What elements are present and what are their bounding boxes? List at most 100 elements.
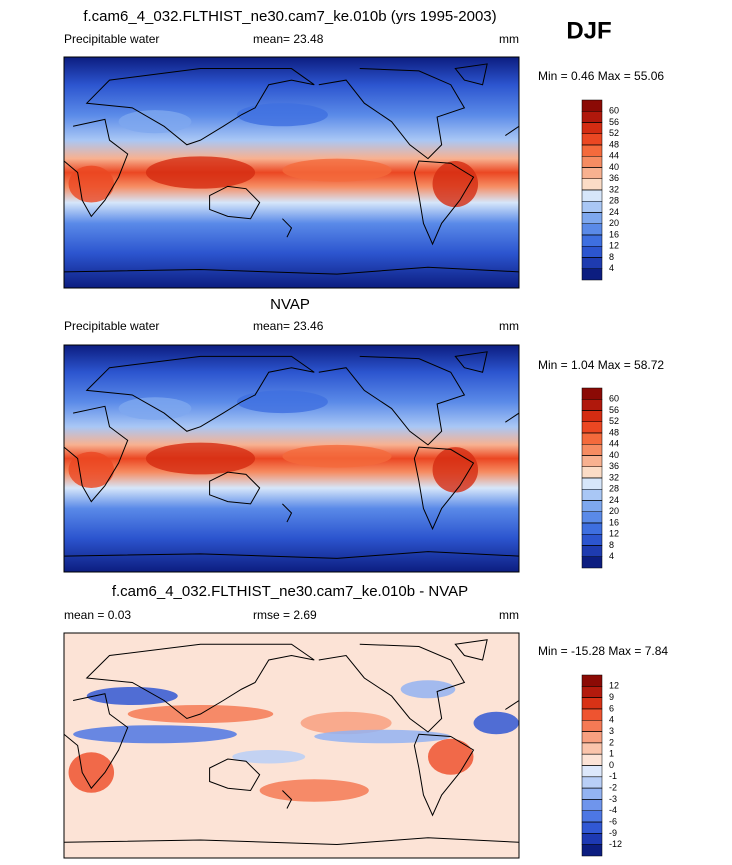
colorbar-label: 6 — [609, 703, 614, 713]
colorbar-box — [581, 765, 603, 778]
coastline — [505, 413, 519, 422]
colorbar-box — [581, 708, 603, 721]
colorbar-label: 8 — [609, 540, 614, 550]
colorbar-box — [581, 399, 603, 411]
colorbar-box — [581, 189, 603, 202]
map — [64, 345, 519, 572]
season-label: DJF — [566, 17, 611, 44]
colorbar-label: 4 — [609, 551, 614, 561]
map-blob — [432, 447, 479, 493]
unit-label: mm — [499, 608, 519, 622]
unit-label: mm — [499, 32, 519, 46]
map — [64, 57, 519, 288]
colorbar-label: 32 — [609, 184, 619, 194]
colorbar-box — [581, 720, 603, 732]
colorbar-box — [581, 522, 603, 535]
map-blob — [68, 165, 115, 203]
colorbar-box — [581, 556, 603, 569]
colorbar-box — [581, 201, 603, 213]
coastline — [319, 356, 465, 445]
colorbar-label: 40 — [609, 450, 619, 460]
colorbar-box — [581, 387, 603, 400]
colorbar-box — [581, 410, 603, 422]
coastline — [64, 267, 519, 274]
coastline — [455, 640, 487, 660]
coastlines — [64, 640, 519, 845]
coastline — [282, 791, 291, 809]
colorbar-label: 3 — [609, 726, 614, 736]
panel-title: f.cam6_4_032.FLTHIST_ne30.cam7_ke.010b (… — [83, 8, 496, 25]
coastlines — [64, 352, 519, 559]
coastline — [64, 694, 128, 789]
left-label: mean = 0.03 — [64, 608, 131, 622]
min-max: Min = -15.28 Max = 7.84 — [538, 644, 668, 658]
map-blob — [145, 156, 256, 189]
colorbar-label: -6 — [609, 816, 617, 826]
colorbar-box — [581, 156, 603, 168]
colorbar-label: 32 — [609, 472, 619, 482]
map-blob — [145, 442, 256, 475]
colorbar-box — [581, 753, 603, 766]
coastline — [210, 759, 260, 791]
panel-title: NVAP — [270, 296, 310, 313]
coastline — [282, 219, 291, 237]
coastline — [210, 186, 260, 218]
colorbar-label: 8 — [609, 252, 614, 262]
map-blob — [86, 687, 178, 705]
colorbar-box — [581, 432, 603, 445]
colorbar-label: 12 — [609, 529, 619, 539]
colorbar-label: 44 — [609, 151, 619, 161]
colorbar-box — [581, 257, 603, 269]
coastline — [87, 356, 315, 431]
colorbar-label: 36 — [609, 173, 619, 183]
colorbar-box — [581, 212, 603, 224]
coastline — [455, 352, 487, 372]
colorbar-box — [581, 776, 603, 789]
coastline — [319, 69, 465, 159]
center-label: mean= 23.46 — [253, 319, 324, 333]
colorbar-label: -12 — [609, 839, 622, 849]
colorbar-box — [581, 421, 603, 434]
map-blob — [259, 779, 369, 802]
map — [64, 633, 519, 858]
map-blob — [118, 397, 192, 420]
colorbar-box — [581, 500, 603, 512]
colorbar-label: 16 — [609, 517, 619, 527]
map-blob — [314, 729, 451, 744]
colorbar-box — [581, 234, 603, 247]
coastline — [87, 644, 315, 718]
colorbar-box — [581, 787, 603, 800]
colorbar-label: 4 — [609, 263, 614, 273]
coastline — [210, 472, 260, 504]
colorbar-label: 20 — [609, 218, 619, 228]
colorbar-label: 24 — [609, 207, 619, 217]
colorbar-box — [581, 489, 603, 501]
colorbar-label: -4 — [609, 805, 617, 815]
colorbar-box — [581, 444, 603, 456]
coastlines — [64, 64, 519, 274]
map-blob — [232, 750, 306, 764]
colorbar-box — [581, 674, 603, 687]
colorbar-label: -3 — [609, 794, 617, 804]
colorbar-box — [581, 268, 603, 281]
colorbar-box — [581, 833, 603, 845]
coastline — [455, 64, 487, 85]
colorbar-box — [581, 477, 603, 490]
colorbar-box — [581, 111, 603, 123]
coastline — [64, 406, 128, 501]
colorbar-label: 20 — [609, 506, 619, 516]
map-blob — [432, 160, 479, 208]
coastline — [64, 552, 519, 559]
left-label: Precipitable water — [64, 32, 159, 46]
map-blob — [236, 103, 328, 127]
colorbar-label: 52 — [609, 416, 619, 426]
colorbar-label: 36 — [609, 461, 619, 471]
coastline — [64, 838, 519, 845]
colorbar-box — [581, 466, 603, 479]
colorbar-box — [581, 844, 603, 857]
map-blob — [428, 738, 474, 775]
coastline — [414, 734, 473, 815]
colorbar-box — [581, 686, 603, 698]
colorbar-label: 28 — [609, 484, 619, 494]
